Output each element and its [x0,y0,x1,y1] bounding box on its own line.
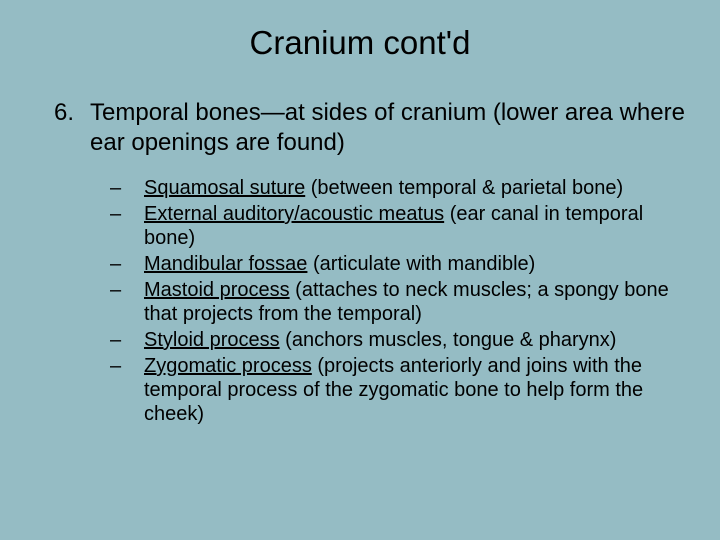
definition: (articulate with mandible) [307,253,535,275]
sub-item-text: Styloid process (anchors muscles, tongue… [144,328,690,352]
sub-item: – External auditory/acoustic meatus (ear… [110,202,690,250]
dash-icon: – [110,176,128,200]
dash-icon: – [110,278,128,326]
dash-icon: – [110,202,128,250]
term: Mastoid process [144,279,290,301]
sub-item: – Styloid process (anchors muscles, tong… [110,328,690,352]
dash-icon: – [110,252,128,276]
sub-item: – Mastoid process (attaches to neck musc… [110,278,690,326]
term: Zygomatic process [144,355,312,377]
sub-item: – Squamosal suture (between temporal & p… [110,176,690,200]
sub-item-text: Zygomatic process (projects anteriorly a… [144,354,690,426]
sub-item-text: External auditory/acoustic meatus (ear c… [144,202,690,250]
sub-item-text: Mandibular fossae (articulate with mandi… [144,252,690,276]
sub-list: – Squamosal suture (between temporal & p… [110,176,690,426]
term: Mandibular fossae [144,253,307,275]
dash-icon: – [110,354,128,426]
slide: Cranium cont'd 6. Temporal bones—at side… [0,0,720,540]
dash-icon: – [110,328,128,352]
term: Styloid process [144,329,280,351]
main-list-item: 6. Temporal bones—at sides of cranium (l… [38,98,690,158]
sub-item: – Mandibular fossae (articulate with man… [110,252,690,276]
main-item-number: 6. [38,98,74,158]
sub-item-text: Squamosal suture (between temporal & par… [144,176,690,200]
definition: (between temporal & parietal bone) [305,177,623,199]
sub-item: – Zygomatic process (projects anteriorly… [110,354,690,426]
definition: (anchors muscles, tongue & pharynx) [280,329,617,351]
main-item-text: Temporal bones—at sides of cranium (lowe… [90,98,690,158]
sub-item-text: Mastoid process (attaches to neck muscle… [144,278,690,326]
slide-title: Cranium cont'd [30,24,690,62]
term: External auditory/acoustic meatus [144,203,444,225]
term: Squamosal suture [144,177,305,199]
